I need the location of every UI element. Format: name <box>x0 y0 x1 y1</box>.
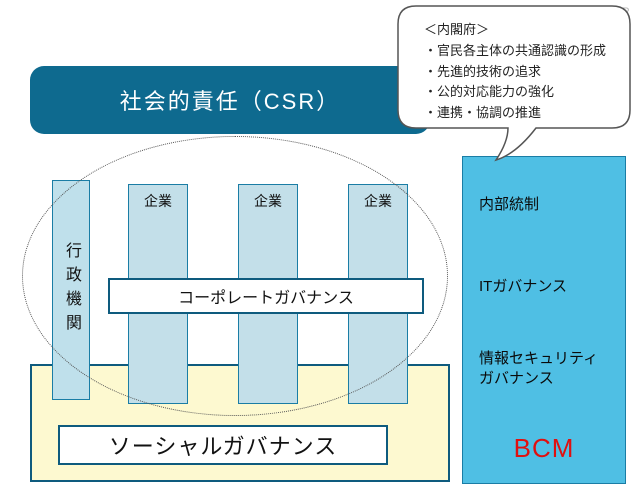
callout-line: ・先進的技術の追求 <box>424 62 606 83</box>
callout-line: ・連携・協調の推進 <box>424 103 606 124</box>
panel-item-it-governance: ITガバナンス <box>479 277 567 297</box>
government-agency-bar: 行政機関 <box>52 180 90 400</box>
governance-panel: 内部統制 ITガバナンス 情報セキュリティガバナンス BCM <box>462 156 626 484</box>
callout-line: ・公的対応能力の強化 <box>424 82 606 103</box>
corporate-governance-box: コーポレートガバナンス <box>108 278 424 314</box>
csr-banner: 社会的責任（CSR） <box>30 66 430 134</box>
panel-bcm-label: BCM <box>463 433 625 464</box>
callout-title: ＜内閣府＞ <box>424 20 606 41</box>
callout-line: ・官民各主体の共通認識の形成 <box>424 41 606 62</box>
callout-text: ＜内閣府＞ ・官民各主体の共通認識の形成 ・先進的技術の追求 ・公的対応能力の強… <box>424 20 606 124</box>
panel-item-infosec-governance: 情報セキュリティガバナンス <box>479 349 598 390</box>
social-governance-label: ソーシャルガバナンス <box>58 425 388 465</box>
cabinet-office-callout: ＜内閣府＞ ・官民各主体の共通認識の形成 ・先進的技術の追求 ・公的対応能力の強… <box>396 4 632 144</box>
panel-item-internal-control: 内部統制 <box>479 195 539 215</box>
